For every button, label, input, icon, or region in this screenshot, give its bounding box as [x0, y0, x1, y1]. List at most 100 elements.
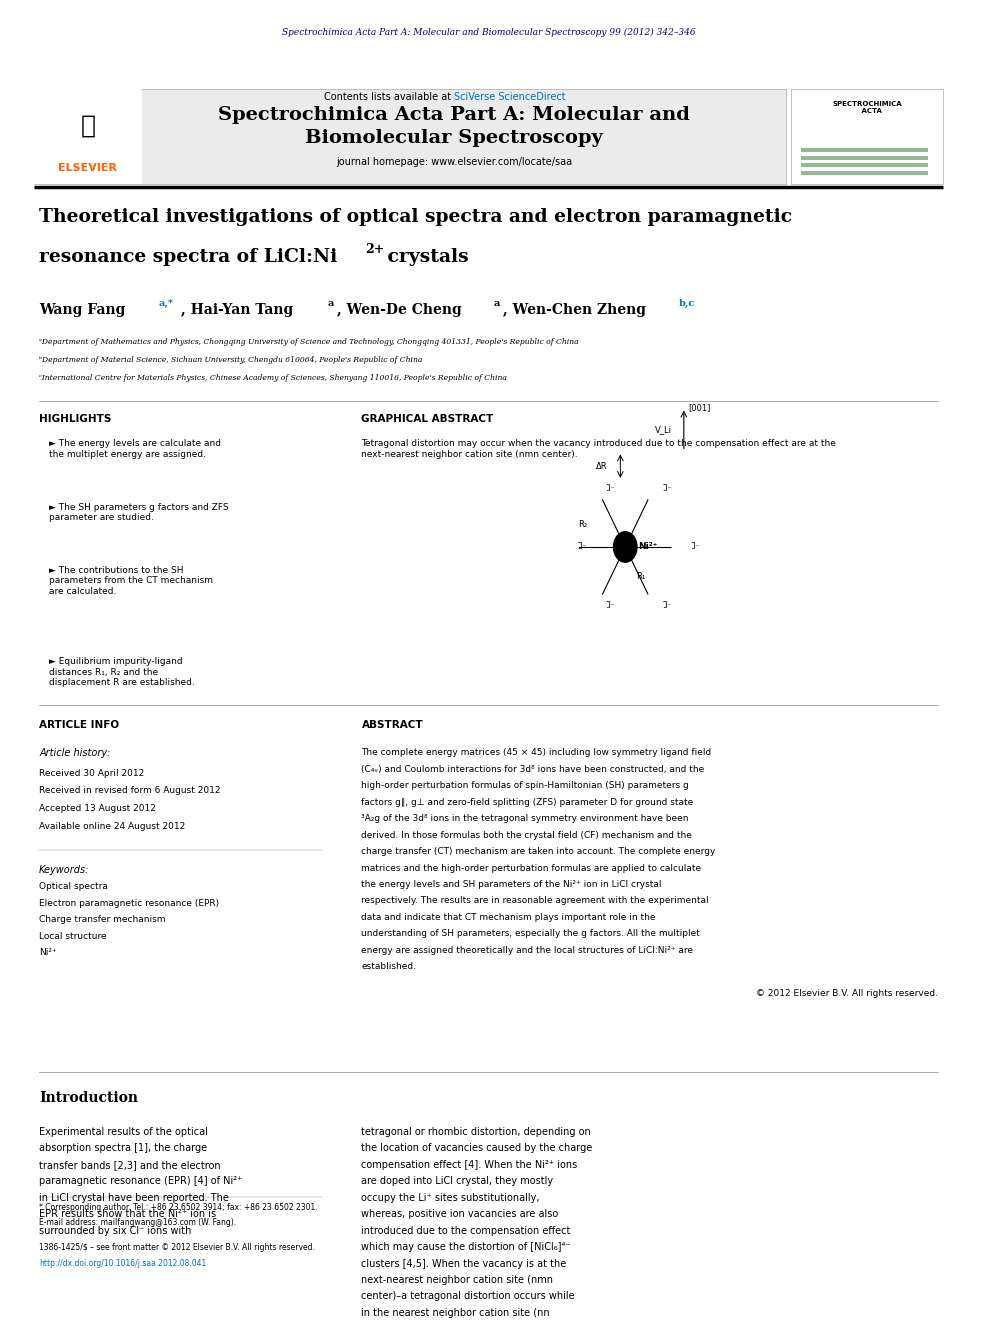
FancyBboxPatch shape [802, 148, 929, 152]
Text: clusters [4,5]. When the vacancy is at the: clusters [4,5]. When the vacancy is at t… [361, 1258, 566, 1269]
Text: Spectrochimica Acta Part A: Molecular and: Spectrochimica Acta Part A: Molecular an… [218, 106, 690, 124]
Text: tetragonal or rhombic distortion, depending on: tetragonal or rhombic distortion, depend… [361, 1127, 591, 1136]
Text: , Hai-Yan Tang: , Hai-Yan Tang [181, 303, 293, 316]
Text: whereas, positive ion vacancies are also: whereas, positive ion vacancies are also [361, 1209, 558, 1220]
Text: ³A₂g of the 3d⁸ ions in the tetragonal symmetry environment have been: ³A₂g of the 3d⁸ ions in the tetragonal s… [361, 814, 689, 823]
Text: are doped into LiCl crystal, they mostly: are doped into LiCl crystal, they mostly [361, 1176, 554, 1187]
Text: respectively. The results are in reasonable agreement with the experimental: respectively. The results are in reasona… [361, 897, 709, 905]
Text: Article history:: Article history: [39, 749, 110, 758]
Text: data and indicate that CT mechanism plays important role in the: data and indicate that CT mechanism play… [361, 913, 656, 922]
Text: 2+: 2+ [365, 243, 385, 257]
Text: SPECTROCHIMICA
   ACTA: SPECTROCHIMICA ACTA [832, 102, 903, 114]
Text: the energy levels and SH parameters of the Ni²⁺ ion in LiCl crystal: the energy levels and SH parameters of t… [361, 880, 662, 889]
Text: journal homepage: www.elsevier.com/locate/saa: journal homepage: www.elsevier.com/locat… [336, 157, 572, 167]
Text: ᵃDepartment of Mathematics and Physics, Chongqing University of Science and Tech: ᵃDepartment of Mathematics and Physics, … [39, 339, 578, 347]
FancyBboxPatch shape [34, 89, 142, 184]
Text: , Wen-De Cheng: , Wen-De Cheng [337, 303, 462, 316]
Text: charge transfer (CT) mechanism are taken into account. The complete energy: charge transfer (CT) mechanism are taken… [361, 847, 716, 856]
Circle shape [587, 593, 607, 618]
FancyBboxPatch shape [802, 171, 929, 175]
Text: a,*: a,* [159, 299, 174, 308]
Text: Cl⁻: Cl⁻ [604, 484, 615, 492]
Text: Ni²⁺: Ni²⁺ [39, 949, 57, 958]
Text: Charge transfer mechanism: Charge transfer mechanism [39, 916, 166, 925]
Text: Introduction: Introduction [39, 1091, 138, 1106]
Text: matrices and the high-order perturbation formulas are applied to calculate: matrices and the high-order perturbation… [361, 864, 701, 872]
Text: Accepted 13 August 2012: Accepted 13 August 2012 [39, 804, 156, 814]
Text: Theoretical investigations of optical spectra and electron paramagnetic: Theoretical investigations of optical sp… [39, 208, 793, 226]
Text: R₁: R₁ [637, 572, 646, 581]
Text: a: a [327, 299, 333, 308]
Text: R₂: R₂ [578, 520, 587, 529]
Text: Available online 24 August 2012: Available online 24 August 2012 [39, 822, 186, 831]
Text: 🌳: 🌳 [80, 114, 95, 138]
Text: ΔR: ΔR [596, 462, 608, 471]
Text: Received 30 April 2012: Received 30 April 2012 [39, 769, 144, 778]
Text: Received in revised form 6 August 2012: Received in revised form 6 August 2012 [39, 786, 220, 795]
Text: next-nearest neighbor cation site (nmn: next-nearest neighbor cation site (nmn [361, 1275, 554, 1285]
Circle shape [558, 534, 578, 560]
Text: Ni²⁺: Ni²⁺ [638, 542, 658, 552]
Text: derived. In those formulas both the crystal field (CF) mechanism and the: derived. In those formulas both the crys… [361, 831, 692, 840]
FancyBboxPatch shape [802, 163, 929, 167]
Circle shape [587, 475, 607, 501]
Text: E-mail address: mailfangwang@163.com (W. Fang).: E-mail address: mailfangwang@163.com (W.… [39, 1218, 236, 1226]
Text: Local structure: Local structure [39, 931, 107, 941]
Text: Cl⁻: Cl⁻ [575, 542, 587, 552]
Circle shape [644, 475, 664, 501]
Text: transfer bands [2,3] and the electron: transfer bands [2,3] and the electron [39, 1160, 220, 1170]
Text: compensation effect [4]. When the Ni²⁺ ions: compensation effect [4]. When the Ni²⁺ i… [361, 1160, 577, 1170]
Text: crystals: crystals [381, 249, 468, 266]
Text: established.: established. [361, 962, 417, 971]
Text: http://dx.doi.org/10.1016/j.saa.2012.08.041: http://dx.doi.org/10.1016/j.saa.2012.08.… [39, 1258, 206, 1267]
Text: which may cause the distortion of [NiCl₆]⁴⁻: which may cause the distortion of [NiCl₆… [361, 1242, 571, 1252]
Text: Experimental results of the optical: Experimental results of the optical [39, 1127, 208, 1136]
Text: ► The contributions to the SH
parameters from the CT mechanism
are calculated.: ► The contributions to the SH parameters… [49, 566, 213, 595]
Text: ► The SH parameters g factors and ZFS
parameter are studied.: ► The SH parameters g factors and ZFS pa… [49, 503, 228, 523]
Text: HIGHLIGHTS: HIGHLIGHTS [39, 414, 111, 425]
FancyBboxPatch shape [34, 89, 787, 184]
Text: EPR results show that the Ni²⁺ ion is: EPR results show that the Ni²⁺ ion is [39, 1209, 216, 1220]
Text: (C₄ᵥ) and Coulomb interactions for 3d⁸ ions have been constructed, and the: (C₄ᵥ) and Coulomb interactions for 3d⁸ i… [361, 765, 704, 774]
Text: energy are assigned theoretically and the local structures of LiCl:Ni²⁺ are: energy are assigned theoretically and th… [361, 946, 693, 955]
Text: occupy the Li⁺ sites substitutionally,: occupy the Li⁺ sites substitutionally, [361, 1193, 540, 1203]
Text: ► The energy levels are calculate and
the multiplet energy are assigned.: ► The energy levels are calculate and th… [49, 439, 221, 459]
Text: SciVerse ScienceDirect: SciVerse ScienceDirect [454, 93, 565, 102]
Text: Tetragonal distortion may occur when the vacancy introduced due to the compensat: Tetragonal distortion may occur when the… [361, 439, 836, 459]
Text: ᶜInternational Centre for Materials Physics, Chinese Academy of Sciences, Shenya: ᶜInternational Centre for Materials Phys… [39, 373, 507, 381]
Text: ELSEVIER: ELSEVIER [59, 164, 117, 173]
Text: Keywords:: Keywords: [39, 865, 89, 875]
Text: introduced due to the compensation effect: introduced due to the compensation effec… [361, 1225, 570, 1236]
Text: V_Li: V_Li [655, 425, 672, 434]
Circle shape [673, 534, 691, 560]
Text: Cl⁻: Cl⁻ [661, 601, 672, 610]
Text: factors g∥, g⊥ and zero-field splitting (ZFS) parameter D for ground state: factors g∥, g⊥ and zero-field splitting … [361, 798, 693, 807]
Text: absorption spectra [1], the charge: absorption spectra [1], the charge [39, 1143, 207, 1154]
Text: Cl⁻: Cl⁻ [604, 601, 615, 610]
Text: paramagnetic resonance (EPR) [4] of Ni²⁺: paramagnetic resonance (EPR) [4] of Ni²⁺ [39, 1176, 242, 1187]
Text: in the nearest neighbor cation site (nn: in the nearest neighbor cation site (nn [361, 1308, 551, 1318]
Text: Cl⁻: Cl⁻ [688, 542, 700, 552]
Text: resonance spectra of LiCl:Ni: resonance spectra of LiCl:Ni [39, 249, 337, 266]
Text: Spectrochimica Acta Part A: Molecular and Biomolecular Spectroscopy 99 (2012) 34: Spectrochimica Acta Part A: Molecular an… [282, 28, 695, 37]
FancyBboxPatch shape [802, 156, 929, 160]
Text: ABSTRACT: ABSTRACT [361, 721, 423, 730]
Text: , Wen-Chen Zheng: , Wen-Chen Zheng [503, 303, 646, 316]
Text: ► Equilibrium impurity-ligand
distances R₁, R₂ and the
displacement R are establ: ► Equilibrium impurity-ligand distances … [49, 658, 194, 687]
Text: The complete energy matrices (45 × 45) including low symmetry ligand field: The complete energy matrices (45 × 45) i… [361, 749, 711, 757]
Text: Biomolecular Spectroscopy: Biomolecular Spectroscopy [306, 130, 603, 147]
Text: surrounded by six Cl⁻ ions with: surrounded by six Cl⁻ ions with [39, 1225, 191, 1236]
Text: 1386-1425/$ – see front matter © 2012 Elsevier B.V. All rights reserved.: 1386-1425/$ – see front matter © 2012 El… [39, 1244, 314, 1253]
Text: center)–a tetragonal distortion occurs while: center)–a tetragonal distortion occurs w… [361, 1291, 575, 1302]
Text: GRAPHICAL ABSTRACT: GRAPHICAL ABSTRACT [361, 414, 494, 425]
Text: understanding of SH parameters, especially the g factors. All the multiplet: understanding of SH parameters, especial… [361, 929, 700, 938]
Text: the location of vacancies caused by the charge: the location of vacancies caused by the … [361, 1143, 592, 1154]
Text: Electron paramagnetic resonance (EPR): Electron paramagnetic resonance (EPR) [39, 898, 219, 908]
Text: high-order perturbation formulas of spin-Hamiltonian (SH) parameters g: high-order perturbation formulas of spin… [361, 781, 689, 790]
FancyBboxPatch shape [792, 89, 942, 184]
Circle shape [613, 532, 637, 562]
Text: ARTICLE INFO: ARTICLE INFO [39, 721, 119, 730]
Text: Optical spectra: Optical spectra [39, 882, 108, 892]
Text: a: a [493, 299, 500, 308]
Text: Contents lists available at: Contents lists available at [324, 93, 454, 102]
